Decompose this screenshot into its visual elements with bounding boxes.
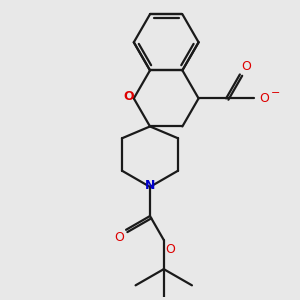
Text: O: O (259, 92, 269, 105)
Text: O: O (165, 243, 175, 256)
Text: −: − (271, 88, 281, 98)
Text: O: O (115, 231, 124, 244)
Text: O: O (123, 90, 134, 104)
Text: O: O (242, 60, 251, 73)
Text: N: N (145, 179, 155, 192)
